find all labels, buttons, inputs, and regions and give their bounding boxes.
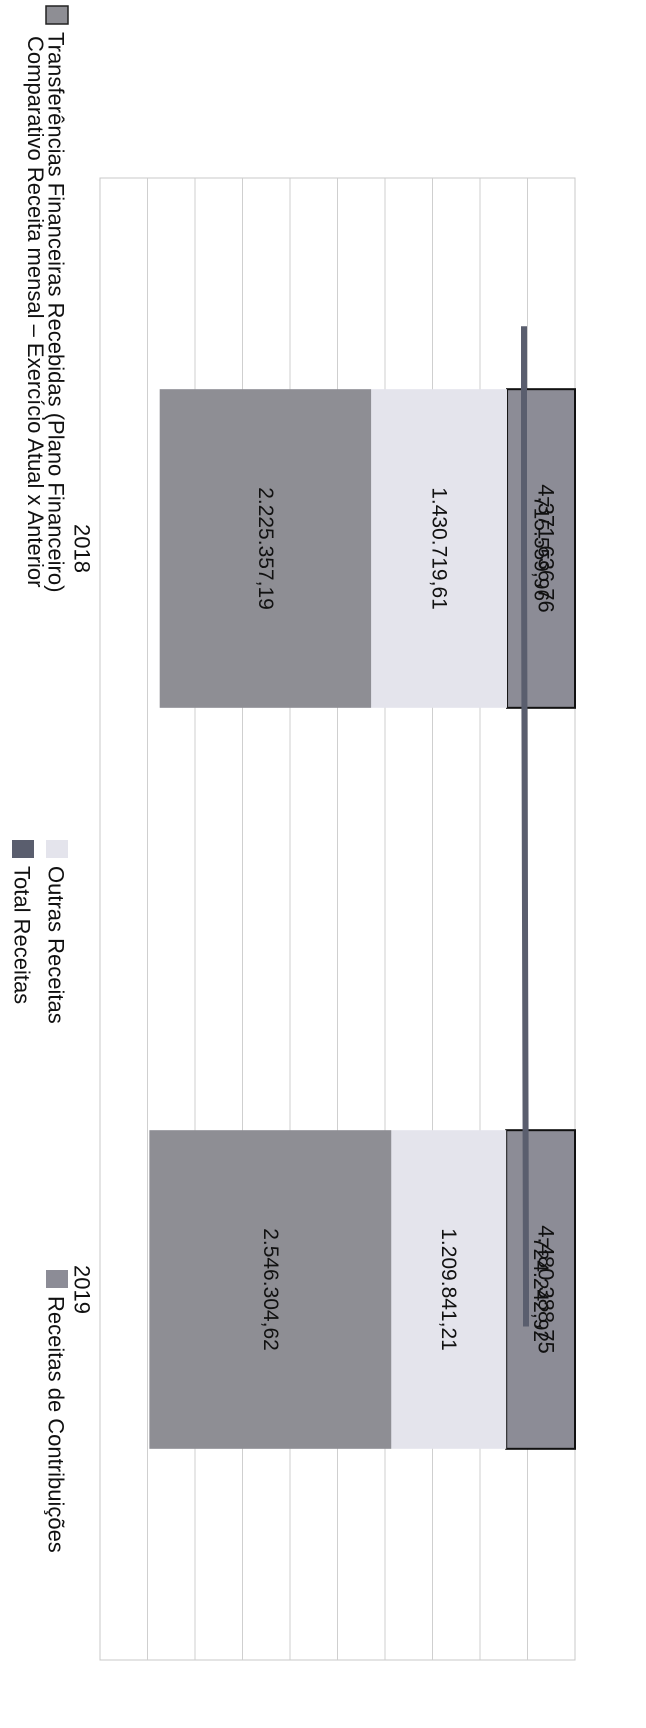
chart-title: Comparativo Receita mensal – Exercício A… bbox=[23, 36, 48, 587]
legend-label: Transferências Financeiras Recebidas (Pl… bbox=[44, 32, 69, 592]
bar-value-label: 2.225.357,19 bbox=[254, 487, 277, 610]
total-receitas-line bbox=[521, 326, 529, 1327]
legend-label: Outras Receitas bbox=[44, 866, 69, 1024]
legend-swatch bbox=[46, 840, 68, 858]
bar-value-label: 1.209.841,21 bbox=[437, 1228, 460, 1351]
bar-outras-2018 bbox=[371, 389, 508, 708]
plot-area: 715.559,96 1.430.719,61 2.225.357,19 2018 72… bbox=[70, 177, 577, 1661]
legend-label: Total Receitas bbox=[10, 866, 35, 1004]
legend: Transferências Financeiras Recebidas (Pl… bbox=[10, 5, 69, 1553]
legend-swatch bbox=[12, 840, 34, 858]
bar-transferencias-2019 bbox=[149, 1130, 392, 1449]
bar-contribuicoes-2019 bbox=[505, 1129, 577, 1450]
bar-transferencias-2018 bbox=[159, 389, 372, 708]
bar-value-label: 715.559,96 bbox=[530, 496, 553, 601]
legend-swatch bbox=[46, 1270, 68, 1288]
category-label: 2019 bbox=[70, 1265, 95, 1314]
total-value-label: 4.371.636,76 bbox=[534, 484, 559, 612]
total-value-label: 4.480.388,75 bbox=[534, 1225, 559, 1353]
bar-outras-2019 bbox=[391, 1130, 507, 1449]
bar-value-label: 724.242,92 bbox=[529, 1237, 552, 1342]
category-label: 2018 bbox=[70, 524, 95, 573]
legend-label: Receitas de Contribuições bbox=[44, 1296, 69, 1553]
chart-title-group: Comparativo Receita mensal – Exercício A… bbox=[23, 36, 48, 587]
bar-value-label: 1.430.719,61 bbox=[428, 487, 451, 610]
bar-value-label: 2.546.304,62 bbox=[259, 1228, 282, 1351]
legend-swatch bbox=[45, 5, 69, 25]
